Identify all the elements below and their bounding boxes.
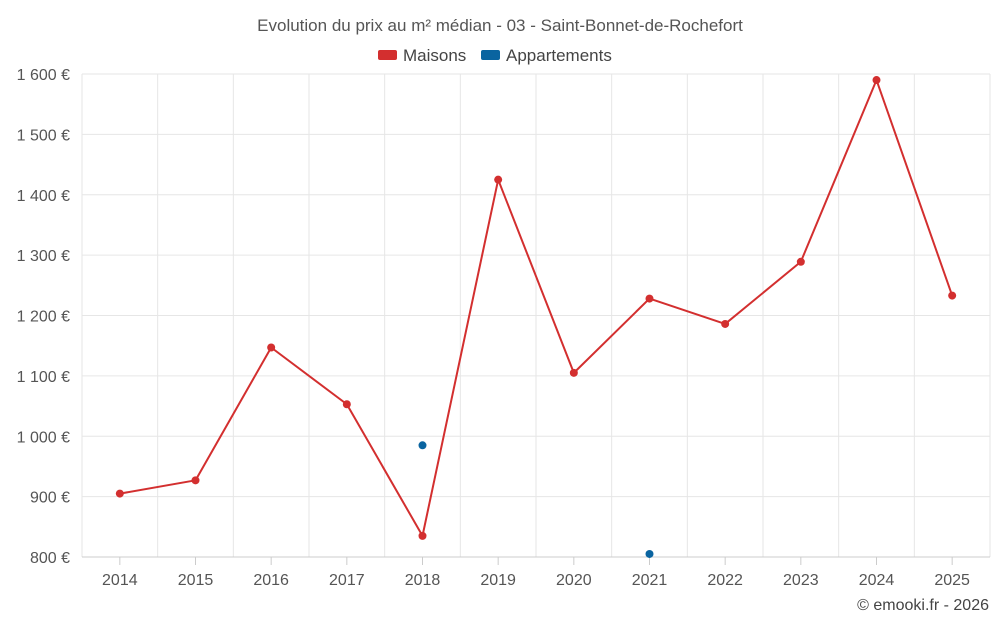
x-tick-label: 2014 <box>102 572 138 589</box>
legend-item-maisons[interactable]: Maisons <box>378 46 466 65</box>
x-tick-label: 2023 <box>783 572 819 589</box>
data-point-appartements[interactable] <box>645 549 654 558</box>
y-tick-label: 1 000 € <box>17 429 70 446</box>
data-point-maisons[interactable] <box>796 257 805 266</box>
data-point-appartements[interactable] <box>418 441 427 450</box>
y-tick-label: 1 300 € <box>17 248 70 265</box>
grid-layer <box>81 73 991 557</box>
data-point-maisons[interactable] <box>418 531 427 540</box>
x-tick-label: 2020 <box>556 572 592 589</box>
data-point-maisons[interactable] <box>115 489 124 498</box>
x-tick-label: 2019 <box>480 572 516 589</box>
data-point-maisons[interactable] <box>872 76 881 85</box>
x-tick-label: 2018 <box>405 572 441 589</box>
x-tick-label: 2016 <box>253 572 289 589</box>
data-point-maisons[interactable] <box>494 175 503 184</box>
legend-label-maisons: Maisons <box>403 46 466 65</box>
y-tick-label: 900 € <box>30 490 70 507</box>
x-tick-label: 2021 <box>632 572 668 589</box>
x-tick-label: 2022 <box>707 572 743 589</box>
y-tick-label: 800 € <box>30 550 70 567</box>
y-tick-label: 1 400 € <box>17 188 70 205</box>
y-tick-label: 1 600 € <box>17 67 70 84</box>
data-point-maisons[interactable] <box>948 291 957 300</box>
y-tick-label: 1 200 € <box>17 309 70 326</box>
legend-swatch-appartements <box>481 50 500 60</box>
data-point-maisons[interactable] <box>191 476 200 485</box>
legend-label-appartements: Appartements <box>506 46 612 65</box>
x-tick-label: 2024 <box>859 572 895 589</box>
data-point-maisons[interactable] <box>267 343 276 352</box>
legend: Maisons Appartements <box>378 46 612 65</box>
data-point-maisons[interactable] <box>645 294 654 303</box>
series-line-maisons <box>119 79 954 537</box>
y-tick-label: 1 100 € <box>17 369 70 386</box>
x-tick-label: 2017 <box>329 572 365 589</box>
y-tick-label: 1 500 € <box>17 127 70 144</box>
data-point-maisons[interactable] <box>569 368 578 377</box>
chart-title: Evolution du prix au m² médian - 03 - Sa… <box>257 16 743 35</box>
legend-swatch-maisons <box>378 50 397 60</box>
data-point-maisons[interactable] <box>342 400 351 409</box>
x-tick-label: 2015 <box>178 572 214 589</box>
series-layer <box>115 76 957 558</box>
legend-item-appartements[interactable]: Appartements <box>481 46 612 65</box>
data-point-maisons[interactable] <box>721 319 730 328</box>
x-tick-label: 2025 <box>934 572 970 589</box>
credit-text: © emooki.fr - 2026 <box>857 597 989 614</box>
axis-layer: 800 € 900 € 1 000 € 1 100 € 1 200 € 1 300 € 1 … <box>17 67 990 589</box>
